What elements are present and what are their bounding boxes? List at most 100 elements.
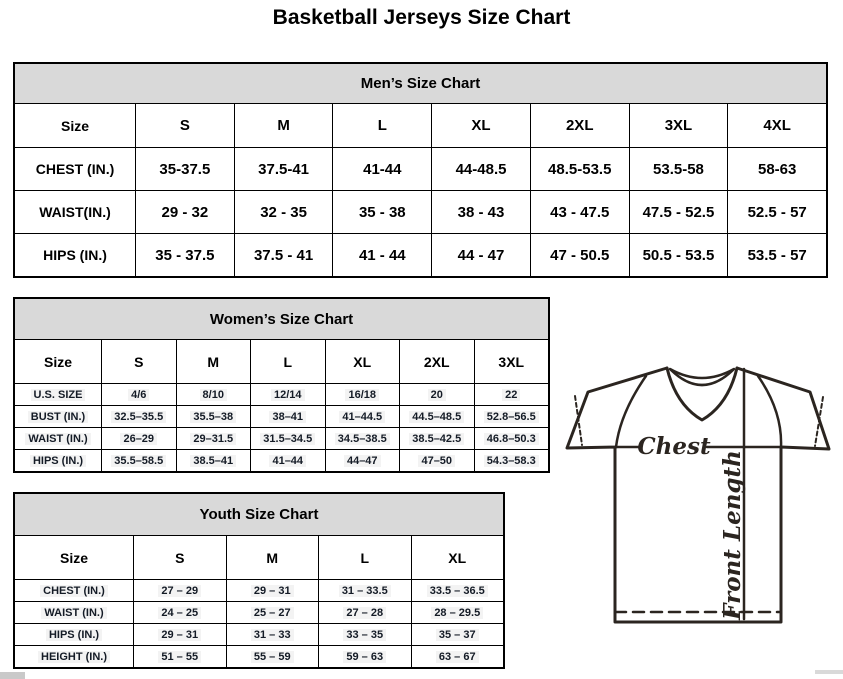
page-title: Basketball Jerseys Size Chart (272, 6, 571, 29)
front-length-label: Front Length (719, 450, 746, 621)
column-header: 3XL (628, 104, 728, 147)
table-cell: 50.5 - 53.5 (628, 234, 728, 276)
column-header: 2XL (399, 340, 474, 383)
youth-table-title-text: Youth Size Chart (199, 506, 319, 523)
table-cell: 25 – 27 (225, 602, 319, 623)
mens-table-grid: Size S M L XL 2XL 3XL 4XL CHEST (IN.) 35-37.5 37.5… (15, 104, 826, 276)
column-header-text: 4XL (763, 117, 791, 134)
table-cell-text: 37.5-41 (258, 160, 310, 178)
table-row: WAIST (IN.) 24 – 25 25 – 27 27 – 28 28 – 29.… (15, 601, 503, 623)
table-cell: 44-48.5 (431, 148, 530, 190)
column-header-text: L (283, 353, 293, 370)
table-cell: 12/14 (250, 384, 325, 405)
table-cell-text: 33 – 35 (343, 628, 387, 641)
table-cell-text: 22 (502, 388, 521, 401)
table-cell-text: 38.5–41 (190, 454, 237, 467)
table-cell: 48.5-53.5 (529, 148, 629, 190)
womens-size-table: Women’s Size Chart Size S M L XL 2XL 3XL U.S. S… (13, 297, 550, 473)
column-header-text: L (377, 117, 387, 134)
column-header: Size (15, 536, 133, 579)
table-header-row: Size S M L XL 2XL 3XL 4XL (15, 104, 826, 147)
mens-table-title: Men’s Size Chart (15, 64, 826, 104)
table-cell-text: 16/18 (345, 388, 380, 401)
row-label: BUST (IN.) (15, 406, 101, 427)
column-header-text: 2XL (565, 117, 594, 134)
table-cell-text: 35 - 37.5 (155, 246, 215, 264)
scrollbar-thumb-bottom-right[interactable] (815, 670, 843, 674)
table-row: HEIGHT (IN.) 51 – 55 55 – 59 59 – 63 63 – 67 (15, 645, 503, 667)
table-cell-text: 41–44 (269, 454, 307, 467)
table-cell-text: 31.5–34.5 (260, 432, 316, 445)
jersey-measurement-diagram: Chest Front Length (565, 366, 831, 624)
table-cell: 33 – 35 (318, 624, 411, 645)
table-cell-text: 50.5 - 53.5 (642, 246, 715, 264)
table-cell-text: 31 – 33 (250, 628, 294, 641)
table-cell-text: 27 – 28 (343, 606, 387, 619)
table-cell-text: 52.8–56.5 (483, 410, 539, 423)
table-row: WAIST (IN.) 26–29 29–31.5 31.5–34.5 34.5–38.… (15, 427, 548, 449)
table-cell: 24 – 25 (133, 602, 226, 623)
table-cell-text: 48.5-53.5 (548, 160, 612, 178)
row-label-text: CHEST (IN.) (35, 161, 115, 177)
table-cell-text: 8/10 (199, 388, 227, 401)
column-header-text: XL (353, 353, 372, 370)
table-cell: 58-63 (727, 148, 826, 190)
table-cell-text: 4/6 (128, 388, 150, 401)
scrollbar-thumb-bottom-left[interactable] (0, 672, 25, 679)
column-header-text: S (175, 549, 185, 566)
table-cell: 28 – 29.5 (410, 602, 504, 623)
table-cell-text: 38–41 (269, 410, 307, 423)
column-header-text: S (134, 353, 144, 370)
row-label: CHEST (IN.) (15, 148, 135, 190)
table-row: CHEST (IN.) 27 – 29 29 – 31 31 – 33.5 33.5 –… (15, 579, 503, 601)
jersey-outline (565, 366, 831, 624)
row-label-text: HIPS (IN.) (29, 454, 87, 467)
column-header-text: L (360, 549, 370, 566)
table-cell: 29 - 32 (135, 191, 234, 233)
table-cell: 31 – 33.5 (318, 580, 411, 601)
table-cell: 27 – 28 (318, 602, 411, 623)
table-cell: 27 – 29 (133, 580, 226, 601)
table-cell-text: 53.5-58 (653, 160, 704, 178)
youth-table-grid: Size S M L XL CHEST (IN.) 27 – 29 29 – 31 31 – 3… (15, 536, 503, 667)
table-cell: 29 – 31 (133, 624, 226, 645)
row-label-text: WAIST (IN.) (41, 606, 107, 619)
table-cell: 32 - 35 (233, 191, 333, 233)
table-cell: 35 – 37 (410, 624, 504, 645)
table-cell-text: 35-37.5 (159, 160, 211, 178)
table-cell-text: 25 – 27 (250, 606, 294, 619)
mens-table-title-text: Men’s Size Chart (360, 75, 481, 92)
row-label-text: BUST (IN.) (27, 410, 89, 423)
column-header-text: 2XL (423, 353, 450, 370)
column-header: M (233, 104, 333, 147)
table-cell-text: 35 – 37 (435, 628, 479, 641)
table-cell: 33.5 – 36.5 (410, 580, 504, 601)
table-cell-text: 41–44.5 (339, 410, 386, 423)
column-header-text: S (179, 117, 190, 134)
column-header-text: 3XL (498, 353, 525, 370)
table-cell: 34.5–38.5 (324, 428, 400, 449)
table-cell-text: 32 - 35 (260, 203, 307, 221)
table-cell: 32.5–35.5 (101, 406, 176, 427)
column-header-text: Size (59, 549, 88, 566)
table-cell-text: 54.3–58.3 (483, 454, 539, 467)
table-row: HIPS (IN.) 35.5–58.5 38.5–41 41–44 44–47 47–5… (15, 449, 548, 471)
column-header-text: XL (448, 549, 467, 566)
table-cell-text: 44-48.5 (455, 160, 507, 178)
table-cell: 47–50 (399, 450, 474, 471)
table-cell-text: 46.8–50.3 (483, 432, 539, 445)
column-header: 3XL (473, 340, 549, 383)
column-header-text: Size (43, 353, 72, 370)
row-label-text: WAIST(IN.) (39, 204, 111, 220)
table-cell-text: 29 – 31 (250, 584, 294, 597)
column-header-text: M (266, 549, 279, 566)
table-cell-text: 44 - 47 (457, 246, 505, 264)
table-cell-text: 38.5–42.5 (409, 432, 465, 445)
column-header: Size (15, 104, 135, 147)
table-cell-text: 38 - 43 (457, 203, 505, 221)
table-cell-text: 41 - 44 (358, 246, 406, 264)
row-label-text: CHEST (IN.) (40, 584, 108, 597)
table-cell: 35.5–38 (175, 406, 251, 427)
womens-table-title-text: Women’s Size Chart (209, 310, 354, 328)
table-cell-text: 53.5 - 57 (747, 246, 807, 264)
